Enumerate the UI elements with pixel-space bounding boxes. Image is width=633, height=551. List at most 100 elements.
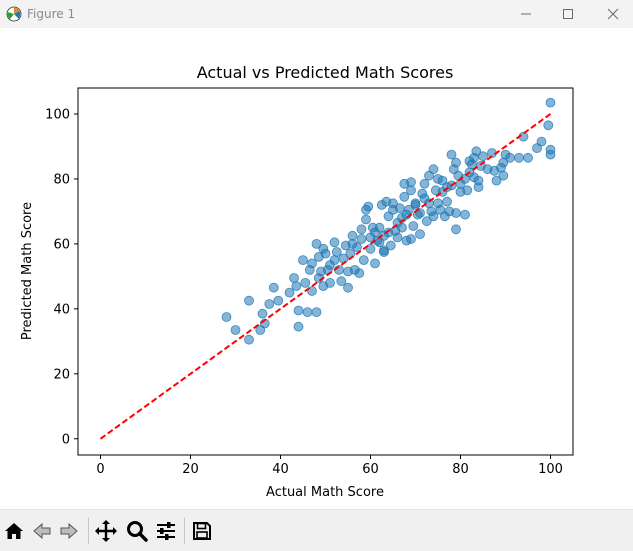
data-point [361, 214, 371, 225]
navigation-toolbar [0, 509, 633, 551]
matplotlib-app-icon [6, 6, 22, 22]
data-point [325, 277, 335, 288]
data-point [421, 216, 432, 227]
zoom-button[interactable] [124, 518, 150, 544]
data-point [406, 185, 416, 196]
data-point [331, 247, 342, 257]
points-layer [221, 97, 556, 345]
x-tick-label: 0 [96, 462, 104, 477]
close-icon [607, 8, 619, 20]
data-point [244, 295, 254, 306]
data-point [460, 209, 470, 220]
data-point [415, 229, 425, 240]
y-axis-ticks: 0 20 40 60 80 100 [45, 107, 78, 447]
data-point [329, 255, 340, 266]
data-point [273, 295, 284, 306]
data-point [451, 224, 461, 235]
data-point [397, 222, 407, 233]
y-tick-label: 80 [53, 172, 70, 187]
data-point [478, 151, 488, 162]
save-button[interactable] [189, 518, 215, 544]
data-point [291, 281, 302, 292]
plot-frame [77, 87, 574, 456]
figure-canvas[interactable]: Actual vs Predicted Math Scores 0 20 40 60 8… [0, 28, 633, 508]
home-icon [5, 523, 23, 539]
data-point [406, 177, 416, 188]
data-point [406, 234, 416, 244]
y-tick-label: 60 [53, 237, 70, 252]
data-point [307, 258, 317, 269]
data-point [230, 325, 241, 335]
data-point [320, 248, 331, 259]
data-point [498, 170, 509, 181]
window-title: Figure 1 [27, 7, 76, 21]
data-point [428, 164, 439, 175]
data-point [244, 334, 254, 345]
minimize-icon [521, 13, 531, 15]
data-point [329, 237, 340, 248]
data-point [388, 198, 398, 209]
data-point [491, 175, 502, 186]
data-point [385, 240, 396, 251]
data-point [392, 232, 403, 243]
data-point [545, 144, 556, 155]
data-point [298, 255, 308, 266]
data-point [446, 149, 457, 160]
data-point [428, 211, 439, 222]
back-button[interactable] [29, 518, 55, 544]
data-point [347, 230, 358, 241]
data-point [358, 255, 369, 266]
data-point [399, 191, 410, 202]
y-tick-label: 100 [45, 107, 70, 122]
data-point [462, 185, 473, 196]
data-point [356, 234, 367, 244]
reference-line [99, 113, 552, 440]
close-button[interactable] [590, 0, 633, 28]
data-point [451, 208, 461, 218]
pan-button[interactable] [93, 518, 119, 544]
x-axis-ticks: 0 20 40 60 80 100 [96, 455, 563, 477]
data-point [221, 312, 232, 322]
toolbar-separator [184, 518, 185, 544]
x-tick-label: 100 [538, 462, 563, 477]
data-point [268, 282, 279, 293]
configure-subplots-button[interactable] [153, 518, 179, 544]
home-button[interactable] [1, 518, 27, 544]
x-axis-label: Actual Math Score [266, 485, 384, 500]
data-point [471, 146, 482, 157]
forward-arrow-icon [60, 522, 78, 540]
data-point [300, 277, 311, 288]
data-point [473, 182, 484, 193]
x-tick-label: 20 [182, 462, 199, 477]
data-point [543, 120, 554, 131]
data-point [545, 97, 556, 108]
data-point [419, 178, 430, 189]
data-point [374, 222, 385, 233]
data-point [536, 136, 547, 147]
data-point [302, 307, 313, 318]
floppy-disk-icon [193, 522, 211, 540]
minimize-button[interactable] [503, 0, 549, 28]
scatter-chart: Actual vs Predicted Math Scores 0 20 40 60 8… [20, 63, 574, 500]
data-point [505, 152, 515, 163]
data-point [356, 224, 367, 235]
data-point [403, 204, 414, 215]
y-tick-label: 20 [53, 367, 70, 382]
data-point [370, 258, 380, 269]
data-point [293, 321, 304, 332]
toolbar-separator [88, 518, 89, 544]
maximize-button[interactable] [545, 0, 591, 28]
y-tick-label: 0 [62, 432, 70, 447]
back-arrow-icon [33, 522, 51, 540]
data-point [363, 201, 374, 212]
data-point [284, 287, 295, 298]
move-arrows-icon [95, 520, 117, 542]
chart-title: Actual vs Predicted Math Scores [197, 63, 454, 82]
data-point [311, 307, 322, 318]
data-point [293, 305, 304, 316]
forward-button[interactable] [56, 518, 82, 544]
x-tick-label: 60 [362, 462, 379, 477]
data-point [352, 242, 362, 253]
data-point [514, 152, 524, 163]
magnifier-icon [127, 521, 148, 542]
